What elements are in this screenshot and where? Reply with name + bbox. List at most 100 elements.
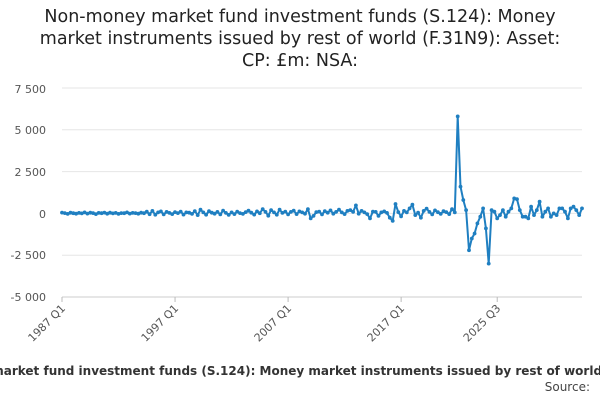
data-point: [566, 216, 570, 221]
data-point: [387, 215, 392, 220]
data-point: [393, 202, 398, 206]
data-point: [495, 216, 500, 221]
data-point: [241, 212, 245, 216]
data-point: [472, 231, 477, 236]
data-point: [308, 216, 313, 221]
data-point: [215, 210, 220, 214]
data-point: [404, 210, 409, 215]
data-point: [184, 210, 189, 215]
x-tick-label: 2025 Q3: [461, 302, 504, 345]
chart-title-line-1: Non-money market fund investment funds (…: [44, 7, 556, 27]
data-point: [506, 209, 511, 214]
data-point: [424, 206, 429, 211]
data-point: [218, 212, 223, 217]
data-point: [224, 211, 228, 215]
data-point: [201, 210, 206, 215]
data-point: [212, 211, 217, 216]
y-tick-label: -5 000: [11, 291, 46, 304]
data-point: [283, 209, 288, 214]
data-point: [475, 221, 480, 226]
data-point: [159, 209, 163, 214]
data-point: [452, 210, 457, 215]
data-point: [139, 210, 144, 215]
data-point: [540, 214, 545, 219]
data-point: [229, 210, 234, 215]
data-point: [198, 207, 203, 212]
data-point: [277, 207, 282, 212]
data-point: [291, 208, 296, 213]
data-point: [532, 213, 536, 218]
data-point: [314, 210, 319, 215]
data-point: [71, 211, 76, 216]
data-point: [260, 207, 265, 212]
data-point: [376, 214, 381, 218]
data-point: [433, 208, 437, 213]
data-point: [484, 226, 488, 231]
data-point: [444, 210, 449, 215]
data-point: [509, 206, 514, 211]
data-point: [396, 210, 401, 215]
data-point: [478, 214, 483, 219]
data-point: [331, 211, 336, 216]
data-point: [342, 212, 347, 217]
data-point: [325, 210, 330, 215]
data-point: [469, 236, 474, 241]
data-point: [170, 212, 175, 217]
data-point: [464, 208, 468, 213]
data-point: [390, 219, 395, 223]
data-point: [266, 213, 271, 218]
data-point: [430, 212, 435, 217]
data-point: [543, 209, 548, 214]
data-point: [517, 208, 522, 213]
data-point: [571, 204, 576, 209]
data-point: [455, 114, 460, 119]
data-point: [150, 209, 155, 213]
data-point: [144, 209, 149, 214]
data-point: [416, 210, 420, 215]
data-point: [195, 213, 200, 218]
data-point: [399, 214, 403, 219]
data-point: [320, 212, 324, 217]
data-point: [207, 209, 211, 214]
data-point: [385, 211, 389, 215]
data-point: [534, 208, 539, 213]
data-point: [153, 212, 158, 217]
data-point: [467, 248, 471, 253]
data-point: [402, 209, 406, 213]
legend: Non-money market fund investment funds (…: [0, 364, 600, 378]
data-point: [269, 208, 273, 213]
y-tick-label: -2 500: [11, 249, 46, 262]
data-point: [563, 209, 567, 214]
data-point: [427, 210, 432, 214]
data-point: [286, 212, 290, 217]
data-point: [306, 207, 310, 212]
data-point: [501, 208, 505, 213]
data-point: [192, 209, 197, 214]
data-point: [303, 211, 307, 216]
data-point: [274, 212, 279, 217]
data-point: [523, 214, 528, 219]
grid-lines: [62, 87, 582, 256]
x-tick-label: 1987 Q1: [26, 302, 69, 345]
data-point: [458, 184, 463, 189]
data-point: [345, 209, 350, 213]
data-point: [339, 210, 344, 215]
data-point: [257, 211, 262, 216]
data-point: [481, 206, 485, 211]
data-point: [328, 208, 333, 213]
data-point: [88, 210, 93, 215]
data-point: [365, 212, 370, 217]
data-point: [178, 209, 183, 214]
data-point: [447, 212, 452, 217]
data-point: [520, 214, 525, 219]
data-point: [486, 261, 491, 266]
y-tick-label: 7 500: [15, 83, 47, 96]
data-point: [413, 213, 418, 218]
data-point: [142, 211, 146, 216]
data-point: [407, 206, 412, 211]
series-line: [61, 115, 583, 265]
data-point: [526, 216, 531, 221]
source-note: Source:: [544, 380, 590, 394]
data-point: [537, 199, 542, 204]
data-point: [235, 209, 240, 214]
